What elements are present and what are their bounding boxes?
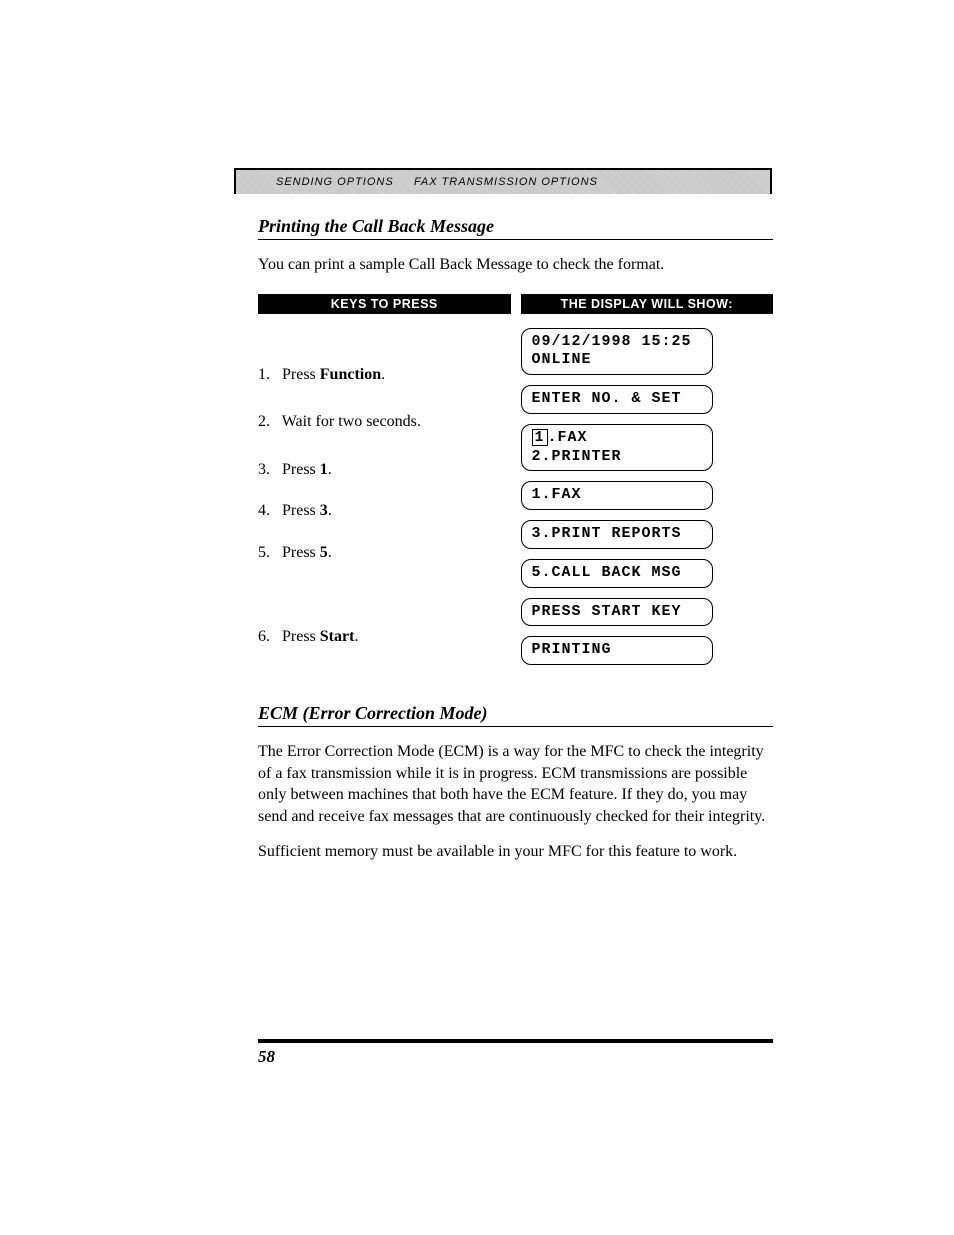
step-post: .	[328, 502, 332, 519]
step-bold: Function	[320, 366, 381, 383]
step-num: 6.	[258, 626, 278, 648]
chapter-bar: SENDING OPTIONS FAX TRANSMISSION OPTIONS	[234, 168, 772, 194]
step-bold: 3	[320, 502, 328, 519]
step-num: 3.	[258, 459, 278, 481]
step-3: 3. Press 1.	[258, 459, 511, 481]
lcd-display: 5.CALL BACK MSG	[521, 559, 713, 588]
step-text: Press	[282, 366, 320, 383]
chapter-text: SENDING OPTIONS FAX TRANSMISSION OPTIONS	[276, 176, 598, 188]
step-post: .	[381, 366, 385, 383]
step-num: 4.	[258, 500, 278, 522]
keys-header: KEYS TO PRESS	[258, 294, 511, 314]
step-num: 5.	[258, 542, 278, 564]
step-5: 5. Press 5.	[258, 542, 511, 564]
step-num: 2.	[258, 411, 278, 433]
step-6: 6. Press Start.	[258, 626, 511, 648]
step-num: 1.	[258, 364, 278, 386]
step-post: .	[328, 544, 332, 561]
ecm-para-2: Sufficient memory must be available in y…	[258, 841, 773, 863]
footer-rule	[258, 1039, 773, 1043]
keys-column: KEYS TO PRESS 1. Press Function. 2. Wait…	[258, 294, 521, 676]
scanned-page: SENDING OPTIONS FAX TRANSMISSION OPTIONS…	[0, 0, 954, 1235]
section-title-ecm: ECM (Error Correction Mode)	[258, 703, 773, 727]
lcd-display: PRINTING	[521, 636, 713, 665]
display-column: THE DISPLAY WILL SHOW: 09/12/1998 15:25 …	[521, 294, 774, 676]
lcd-display: 1.FAX 2.PRINTER	[521, 424, 713, 472]
step-2: 2. Wait for two seconds.	[258, 411, 511, 433]
step-text: Wait for two seconds.	[282, 413, 421, 430]
step-text: Press	[282, 544, 320, 561]
lcd-display: 3.PRINT REPORTS	[521, 520, 713, 549]
step-bold: Start	[320, 628, 355, 645]
step-bold: 1	[320, 461, 328, 478]
step-1: 1. Press Function.	[258, 364, 511, 386]
step-text: Press	[282, 628, 320, 645]
page-number: 58	[258, 1047, 275, 1067]
lcd-display: 09/12/1998 15:25 ONLINE	[521, 328, 713, 376]
step-text: Press	[282, 461, 320, 478]
step-4: 4. Press 3.	[258, 500, 511, 522]
boxed-digit: 1	[532, 429, 548, 446]
ecm-para-1: The Error Correction Mode (ECM) is a way…	[258, 741, 773, 827]
step-bold: 5	[320, 544, 328, 561]
spacer	[258, 328, 511, 364]
page-content: Printing the Call Back Message You can p…	[258, 216, 773, 881]
step-text: Press	[282, 502, 320, 519]
step-post: .	[328, 461, 332, 478]
lcd-display: ENTER NO. & SET	[521, 385, 713, 414]
display-header: THE DISPLAY WILL SHOW:	[521, 294, 774, 314]
section-intro: You can print a sample Call Back Message…	[258, 254, 773, 276]
spacer	[258, 675, 773, 703]
lcd-display: PRESS START KEY	[521, 598, 713, 627]
lcd-display: 1.FAX	[521, 481, 713, 510]
instruction-table: KEYS TO PRESS 1. Press Function. 2. Wait…	[258, 294, 773, 676]
section-title-callback: Printing the Call Back Message	[258, 216, 773, 240]
step-post: .	[354, 628, 358, 645]
